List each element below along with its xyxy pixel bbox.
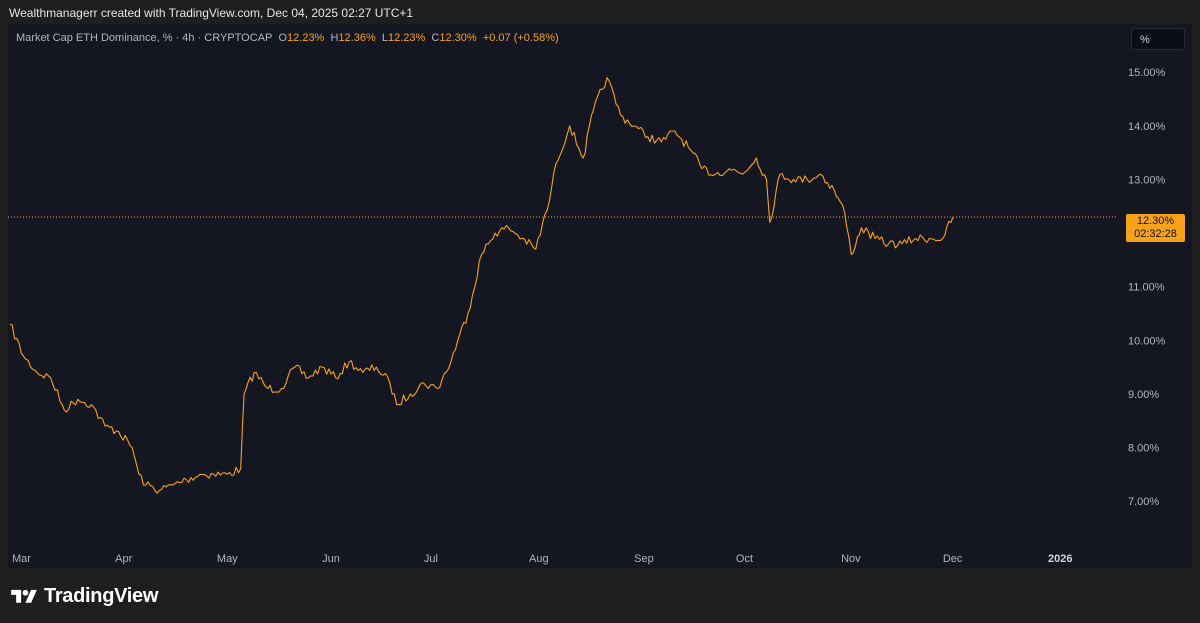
- bar-countdown: 02:32:28: [1134, 228, 1177, 240]
- last-price-value: 12.30%: [1136, 215, 1175, 227]
- x-tick-label: Jul: [424, 553, 438, 565]
- x-tick-label: Dec: [943, 553, 963, 565]
- legend-low-label: L: [381, 32, 388, 44]
- x-tick-label: May: [217, 553, 238, 565]
- chart-panel[interactable]: 7.00%8.00%9.00%10.00%11.00%12.00%13.00%1…: [8, 24, 1192, 568]
- legend-low-value: 12.23%: [387, 32, 426, 44]
- x-tick-label: Mar: [12, 553, 31, 565]
- y-tick-label: 9.00%: [1128, 389, 1159, 401]
- y-tick-label: 13.00%: [1128, 174, 1166, 186]
- legend-title: Market Cap ETH Dominance, % · 4h · CRYPT…: [16, 32, 273, 44]
- legend-open-value: 12.23%: [287, 32, 325, 44]
- last-price-tag: 12.30% 02:32:28: [1126, 214, 1185, 242]
- y-axis: 7.00%8.00%9.00%10.00%11.00%12.00%13.00%1…: [1128, 67, 1166, 508]
- brand-name: TradingView: [44, 585, 159, 607]
- series-legend: Market Cap ETH Dominance, % · 4h · CRYPT…: [16, 32, 559, 44]
- x-tick-label: Sep: [634, 553, 654, 565]
- legend-close-value: 12.30%: [439, 32, 477, 44]
- y-tick-label: 10.00%: [1128, 335, 1166, 347]
- legend-open-label: O: [278, 32, 288, 44]
- legend-high-value: 12.36%: [338, 32, 376, 44]
- x-tick-label: Aug: [529, 553, 549, 565]
- x-tick-label: 2026: [1048, 553, 1072, 565]
- x-tick-label: Nov: [841, 553, 861, 565]
- legend-change: +0.07 (+0.58%): [482, 32, 559, 44]
- dominance-line: [9, 77, 954, 494]
- legend-high-label: H: [330, 32, 339, 44]
- y-tick-label: 8.00%: [1128, 443, 1159, 455]
- x-tick-label: Apr: [115, 553, 132, 565]
- y-tick-label: 11.00%: [1128, 282, 1165, 294]
- price-chart[interactable]: 7.00%8.00%9.00%10.00%11.00%12.00%13.00%1…: [8, 24, 1192, 568]
- y-tick-label: 14.00%: [1128, 121, 1166, 133]
- y-tick-label: 7.00%: [1128, 496, 1159, 508]
- x-axis: Mar Apr May Jun Jul Aug Sep Oct Nov Dec 2026: [12, 553, 1072, 565]
- x-tick-label: Jun: [322, 553, 340, 565]
- chart-caption: Wealthmanagerr created with TradingView.…: [9, 6, 414, 20]
- legend-close-label: C: [431, 32, 440, 44]
- tradingview-brand[interactable]: TradingView: [10, 585, 158, 608]
- percent-scale-button[interactable]: %: [1131, 28, 1185, 50]
- y-tick-label: 15.00%: [1128, 67, 1166, 79]
- x-tick-label: Oct: [736, 553, 753, 565]
- tradingview-logo-icon: [11, 589, 37, 603]
